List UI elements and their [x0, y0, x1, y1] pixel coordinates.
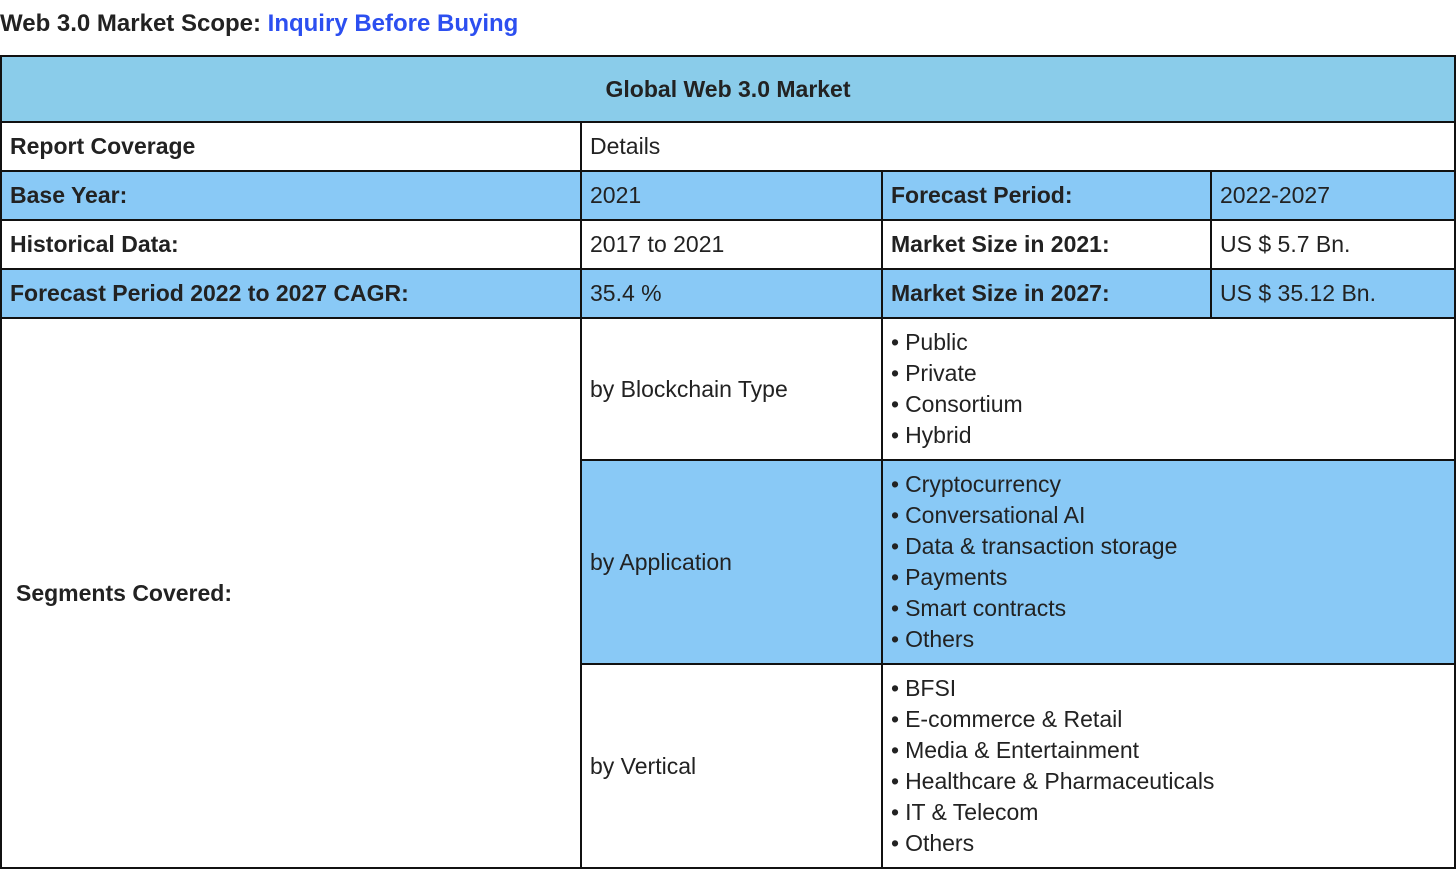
historical-data-value: 2017 to 2021 [580, 219, 883, 270]
bullet-list: BFSI E-commerce & Retail Media & Enterta… [891, 673, 1453, 859]
heading-prefix: Web 3.0 Market Scope: [0, 10, 261, 37]
cagr-value: 35.4 % [580, 268, 883, 319]
market-size-2027-value: US $ 35.12 Bn. [1209, 268, 1456, 319]
market-size-2027-label: Market Size in 2027: [881, 268, 1212, 319]
list-item: BFSI [891, 673, 1453, 704]
segments-covered-label: Segments Covered: [0, 317, 582, 869]
inquiry-before-buying-link[interactable]: Inquiry Before Buying [267, 10, 519, 37]
report-coverage-value: Details [579, 121, 1456, 172]
segment-group-name: by Application [580, 459, 883, 665]
segment-group-items: BFSI E-commerce & Retail Media & Enterta… [880, 663, 1456, 869]
list-item: Others [891, 624, 1453, 655]
list-item: Media & Entertainment [891, 735, 1453, 766]
market-size-2021-value: US $ 5.7 Bn. [1209, 219, 1456, 270]
page-heading: Web 3.0 Market Scope: Inquiry Before Buy… [0, 10, 518, 38]
list-item: IT & Telecom [891, 797, 1453, 828]
bullet-list: Public Private Consortium Hybrid [891, 327, 1453, 451]
market-size-2021-label: Market Size in 2021: [881, 219, 1212, 270]
list-item: Data & transaction storage [891, 531, 1453, 562]
list-item: Cryptocurrency [891, 469, 1453, 500]
segment-group-items: Public Private Consortium Hybrid [880, 317, 1456, 461]
segment-group-name: by Vertical [580, 663, 883, 869]
base-year-value: 2021 [580, 170, 883, 221]
forecast-period-label: Forecast Period: [881, 170, 1212, 221]
list-item: Payments [891, 562, 1453, 593]
list-item: E-commerce & Retail [891, 704, 1453, 735]
forecast-period-value: 2022-2027 [1209, 170, 1456, 221]
table-title: Global Web 3.0 Market [0, 55, 1456, 123]
list-item: Consortium [891, 389, 1453, 420]
list-item: Others [891, 828, 1453, 859]
segment-group-items: Cryptocurrency Conversational AI Data & … [880, 459, 1456, 665]
list-item: Hybrid [891, 420, 1453, 451]
historical-data-label: Historical Data: [0, 219, 582, 270]
cagr-label: Forecast Period 2022 to 2027 CAGR: [0, 268, 582, 319]
list-item: Smart contracts [891, 593, 1453, 624]
segment-group-name: by Blockchain Type [580, 317, 883, 461]
report-coverage-label: Report Coverage [0, 121, 582, 172]
list-item: Conversational AI [891, 500, 1453, 531]
market-scope-table: Global Web 3.0 Market Report Coverage De… [0, 55, 1456, 869]
bullet-list: Cryptocurrency Conversational AI Data & … [891, 469, 1453, 655]
list-item: Public [891, 327, 1453, 358]
base-year-label: Base Year: [0, 170, 582, 221]
list-item: Private [891, 358, 1453, 389]
list-item: Healthcare & Pharmaceuticals [891, 766, 1453, 797]
